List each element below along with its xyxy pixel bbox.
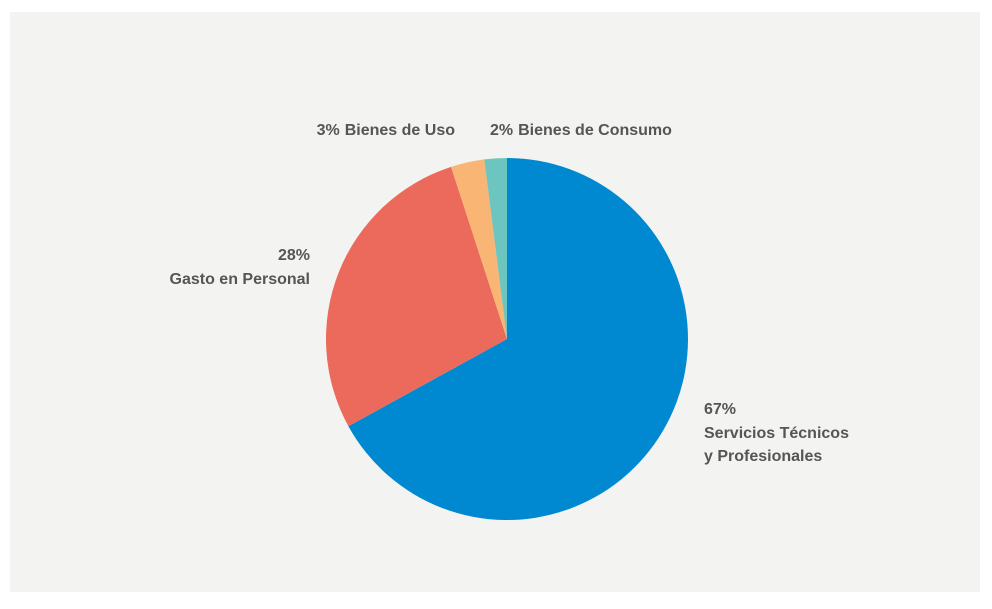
pie-slice — [348, 158, 689, 520]
pie-slice — [325, 166, 507, 427]
slice-label: 67% Servicios Técnicos y Profesionales — [704, 401, 849, 465]
value-label: 2% — [490, 122, 513, 139]
slice-label: 2% Bienes de Consumo — [490, 122, 672, 139]
category-label: Bienes de Uso — [345, 122, 455, 139]
value-label: 3% — [317, 122, 340, 139]
category-label: y Profesionales — [704, 448, 822, 465]
pie-slice — [484, 158, 507, 339]
slice-label: 3% Bienes de Uso — [317, 122, 456, 139]
slice-label: 28% Gasto en Personal — [170, 247, 311, 288]
value-label: 67% — [704, 401, 736, 418]
category-label: Gasto en Personal — [170, 271, 311, 288]
value-label: 28% — [278, 247, 310, 264]
category-label: Servicios Técnicos — [704, 425, 849, 442]
category-label: Bienes de Consumo — [518, 122, 672, 139]
pie-slice — [451, 159, 507, 339]
